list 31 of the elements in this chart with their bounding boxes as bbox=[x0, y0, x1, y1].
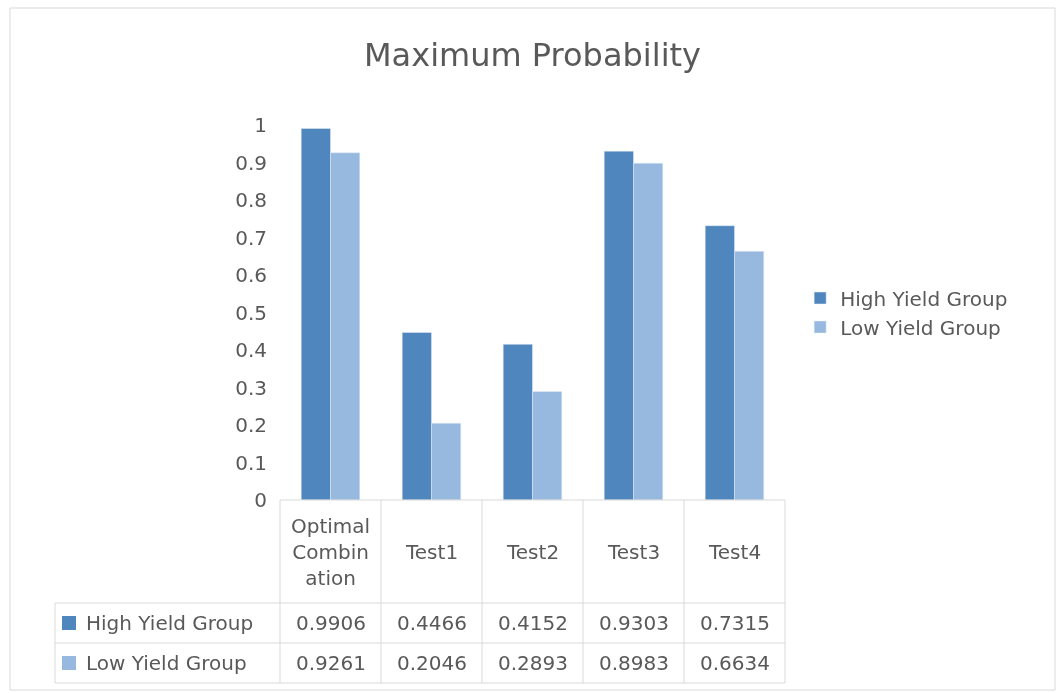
legend-label: High Yield Group bbox=[840, 286, 1008, 311]
y-tick-label: 0.2 bbox=[235, 413, 267, 437]
y-tick-label: 0.5 bbox=[235, 300, 267, 325]
y-tick-label: 0.7 bbox=[235, 225, 267, 250]
data-label: 0.2893 bbox=[498, 651, 568, 675]
y-tick-label: 1 bbox=[254, 113, 267, 137]
legend-label: Low Yield Group bbox=[840, 315, 1001, 340]
x-tick-label: Test2 bbox=[506, 540, 560, 564]
x-tick-label: Test1 bbox=[405, 540, 459, 564]
data-label: 0.9261 bbox=[296, 651, 366, 675]
y-tick-label: 0.1 bbox=[235, 450, 267, 475]
y-tick-label: 0.4 bbox=[235, 338, 267, 362]
data-label: 0.2046 bbox=[397, 651, 467, 675]
y-tick-label: 0 bbox=[254, 488, 267, 512]
x-tick-label: Optimal Combination bbox=[291, 514, 371, 590]
x-tick-label: Test4 bbox=[708, 540, 762, 564]
text: Low Yield Group bbox=[86, 651, 247, 675]
y-tick-label: 0.3 bbox=[235, 375, 267, 400]
data-label: 0.9303 bbox=[599, 611, 669, 635]
text: High Yield Group bbox=[86, 611, 254, 635]
data-label: 0.8983 bbox=[599, 651, 669, 675]
data-label: 0.4466 bbox=[397, 611, 467, 635]
data-label: 0.6634 bbox=[700, 651, 770, 675]
y-tick-label: 0.6 bbox=[235, 263, 267, 287]
chart-title: Maximum Probability bbox=[364, 36, 701, 75]
data-label: 0.9906 bbox=[296, 611, 366, 635]
data-label: 0.4152 bbox=[498, 611, 568, 635]
data-label: 0.7315 bbox=[700, 611, 770, 635]
y-tick-label: 0.8 bbox=[235, 188, 267, 212]
x-tick-label: Test3 bbox=[607, 540, 661, 564]
y-tick-label: 0.9 bbox=[235, 150, 267, 175]
